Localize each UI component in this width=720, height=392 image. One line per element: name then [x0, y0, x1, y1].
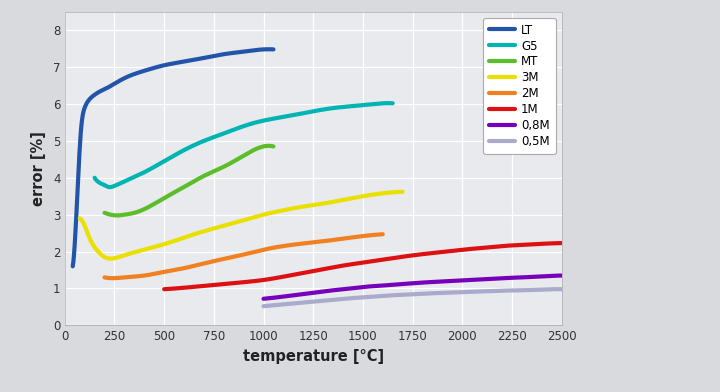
- Y-axis label: error [%]: error [%]: [31, 131, 46, 206]
- G5: [388, 101, 397, 105]
- 0,5M: [510, 288, 519, 293]
- 2M: [379, 232, 387, 237]
- MT: [243, 151, 252, 156]
- 1M: [520, 242, 528, 247]
- 3M: [274, 209, 283, 214]
- 2M: [271, 245, 280, 250]
- MT: [100, 211, 109, 215]
- Line: 2M: 2M: [104, 234, 383, 278]
- MT: [269, 144, 278, 149]
- Line: 3M: 3M: [80, 192, 402, 259]
- 3M: [269, 210, 277, 215]
- 2M: [354, 234, 362, 239]
- G5: [268, 116, 276, 121]
- 3M: [107, 256, 115, 261]
- LT: [269, 47, 278, 52]
- 1M: [397, 255, 405, 260]
- MT: [204, 171, 213, 176]
- MT: [112, 213, 121, 218]
- Line: MT: MT: [104, 146, 274, 216]
- Legend: LT, G5, MT, 3M, 2M, 1M, 0,8M, 0,5M: LT, G5, MT, 3M, 2M, 1M, 0,8M, 0,5M: [483, 18, 556, 154]
- G5: [343, 104, 351, 109]
- 2M: [336, 237, 344, 241]
- 0,8M: [441, 279, 450, 284]
- 0,8M: [259, 296, 268, 301]
- G5: [91, 177, 100, 181]
- Line: 0,5M: 0,5M: [264, 289, 562, 306]
- 2M: [100, 275, 109, 280]
- G5: [361, 102, 370, 107]
- LT: [187, 58, 196, 63]
- G5: [383, 101, 392, 105]
- 0,5M: [529, 288, 538, 292]
- 1M: [557, 241, 566, 245]
- 3M: [268, 211, 276, 215]
- 1M: [161, 287, 170, 292]
- Line: 1M: 1M: [164, 243, 562, 289]
- 3M: [76, 216, 84, 221]
- 3M: [398, 189, 407, 194]
- 0,5M: [436, 290, 444, 295]
- G5: [90, 176, 99, 180]
- 2M: [266, 246, 274, 251]
- G5: [274, 116, 282, 120]
- 0,8M: [436, 279, 444, 284]
- MT: [101, 211, 109, 215]
- 0,5M: [554, 287, 563, 292]
- LT: [68, 264, 77, 269]
- G5: [105, 185, 114, 189]
- 3M: [76, 217, 85, 221]
- LT: [251, 48, 259, 53]
- Line: LT: LT: [73, 49, 274, 266]
- 0,5M: [259, 304, 268, 309]
- 1M: [495, 244, 503, 249]
- LT: [188, 58, 197, 62]
- MT: [201, 173, 210, 178]
- X-axis label: temperature [°C]: temperature [°C]: [243, 350, 384, 365]
- Line: 0,8M: 0,8M: [264, 276, 562, 299]
- 2M: [109, 276, 117, 281]
- LT: [192, 57, 200, 62]
- 0,5M: [436, 290, 445, 295]
- 1M: [395, 255, 404, 260]
- MT: [254, 146, 263, 151]
- G5: [269, 116, 277, 121]
- Line: G5: G5: [94, 103, 392, 187]
- 3M: [369, 192, 378, 197]
- 0,8M: [557, 273, 566, 278]
- 2M: [101, 275, 109, 280]
- MT: [202, 173, 210, 178]
- 0,8M: [436, 279, 445, 284]
- LT: [238, 49, 246, 54]
- 0,8M: [260, 296, 269, 301]
- MT: [264, 143, 273, 148]
- LT: [264, 47, 273, 52]
- 0,5M: [557, 287, 566, 292]
- LT: [69, 259, 78, 263]
- 1M: [160, 287, 168, 292]
- 0,8M: [529, 274, 538, 279]
- 2M: [267, 246, 276, 250]
- 1M: [403, 254, 412, 258]
- 0,8M: [510, 275, 519, 280]
- 3M: [348, 196, 357, 200]
- 0,5M: [260, 304, 269, 309]
- 0,5M: [441, 290, 450, 295]
